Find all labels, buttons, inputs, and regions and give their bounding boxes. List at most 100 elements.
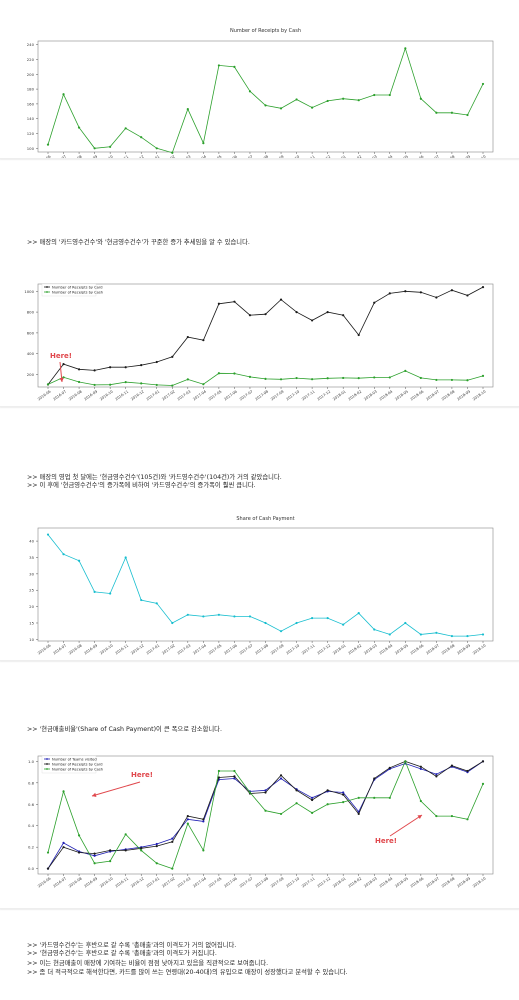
y-tick-label: 400: [27, 351, 35, 356]
x-tick-label: 2017-08: [254, 389, 269, 401]
data-point: [435, 378, 438, 382]
data-point: [155, 147, 158, 150]
x-tick-label: 2018-09: [456, 154, 471, 158]
data-point: [481, 633, 485, 636]
data-point: [419, 767, 422, 770]
data-point: [171, 867, 174, 870]
x-tick-label: 2018-03: [363, 155, 378, 158]
data-point: [140, 598, 143, 602]
note-line: >> 이 후에 '현금영수건수'의 증가폭에 비하여 '카드영수건수'의 증가폭…: [27, 482, 256, 490]
data-point: [202, 383, 205, 386]
x-tick-label: 2016-10: [99, 389, 114, 401]
legend-box: [41, 755, 97, 774]
data-point: [155, 360, 158, 364]
y-tick-label: 0.8: [28, 780, 35, 785]
x-tick-label: 2018-08: [441, 389, 456, 401]
x-tick-label: 2017-01: [146, 390, 161, 402]
series-line: [47, 761, 484, 869]
data-point: [342, 97, 345, 100]
chart-title: Share of Cash Payment: [236, 516, 294, 522]
data-point: [140, 382, 143, 385]
annotation-arrow: [91, 781, 141, 797]
note-line: >> '카드영수건수'는 후반으로 갈 수록 '총매출'과의 이격도가 거의 없…: [27, 942, 237, 949]
legend-label: Number of Receipts by Card: [52, 285, 103, 289]
data-point: [264, 791, 267, 794]
data-point: [357, 796, 360, 799]
x-tick-label: 2018-01: [332, 877, 347, 889]
x-tick-label: 2018-02: [348, 155, 363, 158]
data-point: [326, 789, 329, 792]
data-point: [77, 559, 81, 562]
note-receipts-trend: >> 매장의 '카드영수건수'와 '현금영수건수'가 꾸준한 증가 추세임을 알…: [27, 239, 250, 247]
data-point: [93, 854, 96, 857]
chart-card-normalized: 0.0 0.2 0.4 0.6 0.8 1.0 2016-06 2016-07 2016-08 2…: [0, 750, 519, 909]
data-point: [342, 376, 345, 380]
x-tick-label: 2016-08: [68, 389, 83, 401]
x-tick-label: 2018-09: [456, 876, 471, 888]
data-point: [311, 798, 314, 802]
data-point: [62, 841, 65, 844]
series-line: [47, 286, 484, 385]
y-tick-label: 25: [29, 588, 34, 593]
x-tick-label: 2018-08: [441, 154, 456, 158]
data-point: [264, 313, 267, 316]
data-point: [342, 801, 345, 804]
annotation-arrowhead: [59, 377, 64, 382]
x-tick-label: 2017-09: [270, 876, 285, 888]
data-point: [124, 381, 127, 384]
data-point: [124, 366, 127, 369]
x-tick-label: 2018-06: [410, 643, 425, 655]
data-point: [140, 849, 143, 852]
x-tick-label: 2017-10: [286, 643, 301, 655]
data-point: [481, 286, 485, 289]
x-tick-label: 2016-11: [115, 390, 130, 402]
data-point: [466, 634, 469, 638]
data-point: [450, 378, 454, 382]
data-point: [77, 851, 81, 854]
data-point: [233, 300, 236, 303]
data-point: [46, 533, 50, 536]
x-tick-label: 2016-07: [53, 390, 68, 402]
data-point: [419, 765, 422, 768]
data-point: [279, 107, 283, 110]
x-tick-label: 2017-03: [177, 877, 192, 889]
x-tick-label: 2016-08: [68, 154, 83, 158]
data-point: [388, 376, 391, 379]
x-tick-label: 2018-05: [394, 155, 409, 158]
data-point: [404, 290, 407, 293]
data-point: [466, 818, 469, 821]
data-point: [264, 377, 267, 380]
y-tick-label: 15: [29, 620, 34, 625]
x-tick-label: 2018-02: [348, 644, 363, 656]
y-tick-label: 160: [27, 101, 35, 106]
x-tick-label: 2017-06: [223, 876, 238, 888]
y-tick-label: 220: [27, 57, 35, 62]
data-point: [279, 777, 283, 780]
x-tick-label: 2016-08: [68, 643, 83, 655]
data-point: [342, 793, 345, 796]
x-tick-label: 2017-11: [301, 155, 316, 158]
data-point: [373, 628, 376, 631]
x-tick-label: 2018-09: [456, 389, 471, 401]
series-line: [47, 760, 484, 869]
data-point: [46, 867, 50, 870]
data-point: [311, 378, 314, 381]
data-point: [140, 136, 143, 139]
data-point: [186, 335, 189, 339]
y-tick-label: 100: [27, 146, 35, 151]
x-tick-label: 2017-03: [177, 644, 192, 656]
data-point: [311, 796, 314, 799]
chart-share-cash: Share of Cash Payment 10 15 20 25 30 35 40 2016-…: [29, 516, 494, 656]
x-tick-label: 2018-09: [456, 643, 471, 655]
note-line: >> 매장의 '카드영수건수'와 '현금영수건수'가 꾸준한 증가 추세임을 알…: [27, 239, 250, 246]
data-point: [217, 302, 220, 305]
legend-marker: [46, 286, 48, 288]
note-line: >> 매장의 영업 첫 달에는 '현금영수건수'(105건)와 '카드영수건수'…: [27, 474, 282, 481]
x-tick-label: 2018-07: [425, 155, 440, 158]
data-point: [217, 372, 220, 375]
data-point: [419, 291, 422, 294]
annotation-arrowhead: [417, 815, 422, 820]
x-tick-label: 2018-01: [332, 155, 347, 158]
data-point: [466, 113, 469, 117]
